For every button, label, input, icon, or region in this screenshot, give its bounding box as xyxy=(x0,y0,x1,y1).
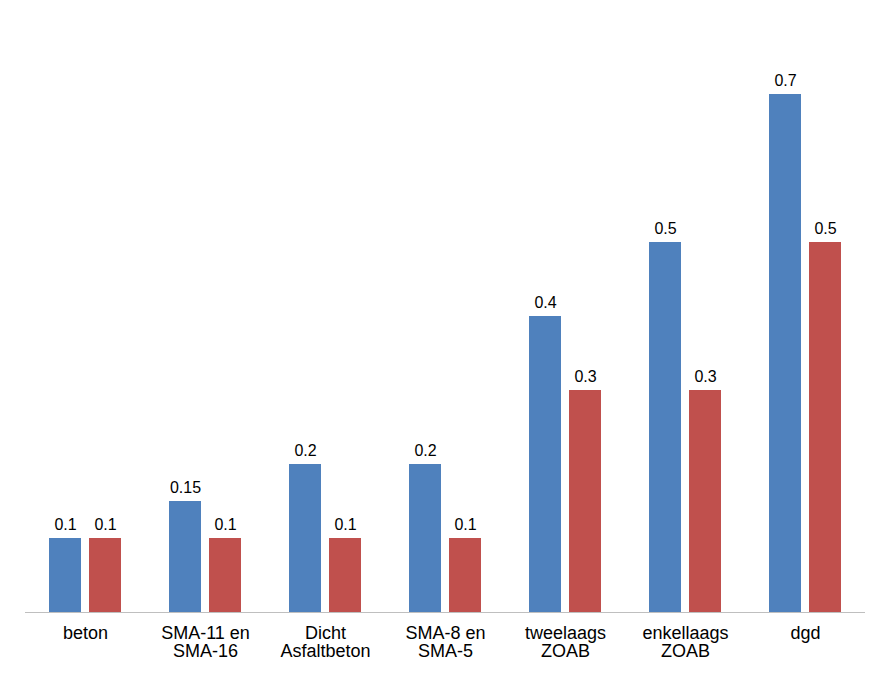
svg-text:0.2: 0.2 xyxy=(294,442,316,459)
svg-text:0.4: 0.4 xyxy=(534,294,556,311)
svg-text:dgd: dgd xyxy=(790,623,820,643)
svg-text:0.1: 0.1 xyxy=(94,516,116,533)
svg-text:0.3: 0.3 xyxy=(694,368,716,385)
svg-text:tweelaagsZOAB: tweelaagsZOAB xyxy=(525,623,606,661)
svg-text:0.5: 0.5 xyxy=(654,220,676,237)
svg-text:0.2: 0.2 xyxy=(414,442,436,459)
html-text:toename geluidniveau dB(A)/jaa: toename geluidniveau dB(A)/jaar xyxy=(211,18,678,51)
svg-text:0.7: 0.7 xyxy=(774,72,796,89)
svg-text:SMA-8 enSMA-5: SMA-8 enSMA-5 xyxy=(405,623,485,661)
svg-text:0.15: 0.15 xyxy=(170,479,201,496)
svg-text:DichtAsfaltbeton: DichtAsfaltbeton xyxy=(280,623,370,661)
svg-text:0.1: 0.1 xyxy=(334,516,356,533)
svg-text:0.1: 0.1 xyxy=(214,516,236,533)
html-text:lichte mvt: lichte mvt xyxy=(287,86,419,121)
svg-text:enkellaagsZOAB: enkellaagsZOAB xyxy=(642,623,728,661)
svg-text:0.3: 0.3 xyxy=(574,368,596,385)
svg-text:beton: beton xyxy=(63,623,108,643)
svg-text:0.1: 0.1 xyxy=(54,516,76,533)
html-text:zware mvt: zware mvt xyxy=(487,86,629,121)
svg-text:SMA-11 enSMA-16: SMA-11 enSMA-16 xyxy=(161,623,250,661)
svg-text:0.1: 0.1 xyxy=(454,516,476,533)
svg-text:0.5: 0.5 xyxy=(814,220,836,237)
